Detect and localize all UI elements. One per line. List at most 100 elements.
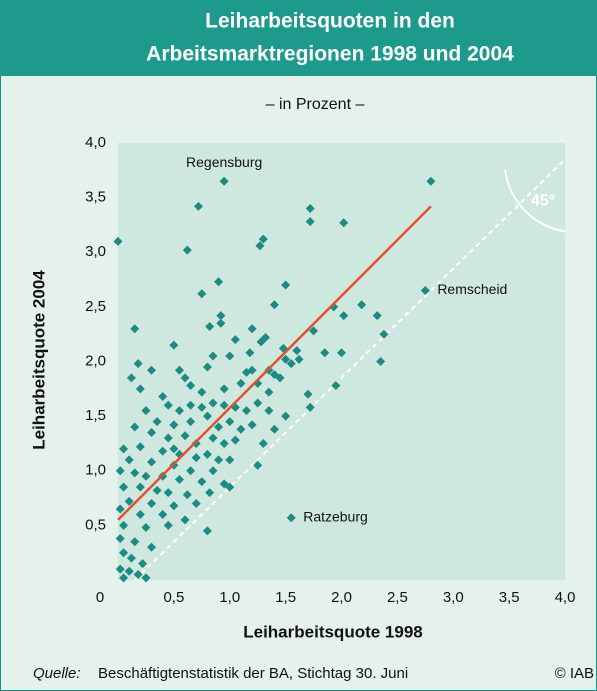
point (133, 570, 143, 580)
point (255, 241, 265, 251)
point (230, 335, 240, 345)
x-tick-label: 3,0 (443, 589, 464, 606)
point (216, 318, 226, 328)
trend-line (117, 205, 432, 521)
point (124, 455, 134, 465)
point (208, 466, 218, 476)
point (119, 444, 129, 454)
point (130, 468, 140, 478)
title-banner (0, 0, 597, 76)
point (269, 300, 279, 310)
plot: 45° Regensburg Remscheid Ratzeburg (113, 154, 566, 583)
annotation: Ratzeburg (303, 508, 368, 524)
point (305, 217, 315, 227)
point (202, 362, 212, 372)
point (115, 504, 125, 514)
point (275, 373, 285, 383)
y-tick-label: 2,5 (85, 298, 106, 315)
y-tick-label: 1,0 (85, 462, 106, 479)
point (197, 402, 207, 412)
point (236, 424, 246, 434)
point (331, 381, 341, 391)
point (420, 285, 430, 295)
point (281, 411, 291, 421)
point (174, 406, 184, 416)
point (208, 398, 218, 408)
point (281, 354, 291, 364)
point (202, 411, 212, 421)
point (174, 365, 184, 375)
point (193, 201, 203, 211)
x-tick-label: 1,5 (275, 589, 296, 606)
point (180, 515, 190, 525)
source: Beschäftigtenstatistik der BA, Stichtag … (98, 665, 408, 682)
point (119, 573, 129, 583)
point (115, 466, 125, 476)
point (294, 354, 304, 364)
point (357, 300, 367, 310)
point (208, 433, 218, 443)
point (286, 359, 296, 369)
point (281, 280, 291, 290)
point (124, 566, 134, 576)
point (113, 236, 123, 246)
point (141, 406, 151, 416)
reference-line (134, 158, 566, 581)
point (147, 365, 157, 375)
point (216, 311, 226, 321)
x-tick-label: 2,5 (387, 589, 408, 606)
point (169, 340, 179, 350)
point (253, 460, 263, 470)
point (219, 176, 229, 186)
point (147, 457, 157, 467)
point (191, 499, 201, 509)
chart-title: Leiharbeitsquoten in den (205, 10, 455, 33)
point (169, 444, 179, 454)
point (247, 324, 257, 334)
point (225, 482, 235, 492)
point (219, 400, 229, 410)
point (163, 488, 173, 498)
point (242, 406, 252, 416)
point (152, 485, 162, 495)
point (214, 422, 224, 432)
point (230, 435, 240, 445)
point (126, 373, 136, 383)
point (163, 433, 173, 443)
point (186, 400, 196, 410)
source-label: Quelle: (33, 665, 81, 682)
point (163, 400, 173, 410)
point (258, 234, 268, 244)
point (141, 523, 151, 533)
annotation: Remscheid (437, 281, 507, 297)
chart-title: Arbeitsmarktregionen 1998 und 2004 (146, 43, 514, 66)
x-tick-label: 0 (96, 589, 104, 606)
angle-label: 45° (531, 193, 555, 210)
x-tick-label: 4,0 (555, 589, 576, 606)
point (115, 533, 125, 543)
point (130, 537, 140, 547)
point (264, 387, 274, 397)
point (376, 357, 386, 366)
x-tick-label: 2,0 (331, 589, 352, 606)
point (130, 422, 140, 432)
point (320, 348, 330, 358)
angle-arc (504, 169, 566, 233)
point (174, 474, 184, 484)
point (219, 438, 229, 448)
point (286, 513, 296, 523)
point (269, 424, 279, 434)
point (197, 477, 207, 487)
point (426, 176, 436, 186)
point (214, 455, 224, 465)
y-tick-label: 0,5 (85, 516, 106, 533)
point (147, 542, 157, 552)
point (339, 218, 349, 228)
point (258, 438, 268, 448)
point (214, 277, 224, 287)
point (158, 446, 168, 456)
point (292, 346, 302, 356)
point (191, 438, 201, 448)
point (158, 509, 168, 519)
point (141, 471, 151, 481)
